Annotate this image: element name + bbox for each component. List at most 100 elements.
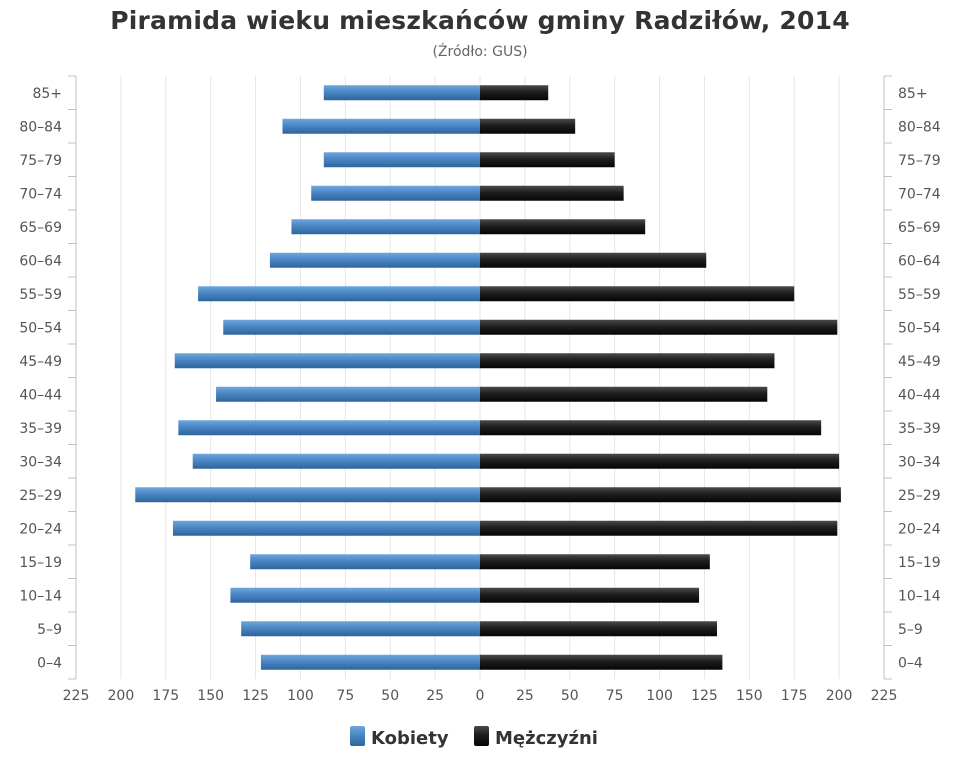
chart-title: Piramida wieku mieszkańców gminy Radziłó… (110, 6, 850, 35)
bar-mezczyzni (480, 621, 718, 637)
y-tick-label-left: 45–49 (19, 354, 62, 370)
y-tick-label-left: 30–34 (19, 454, 62, 470)
bar-mezczyzni (480, 152, 615, 168)
bar-mezczyzni (480, 118, 576, 134)
bar-mezczyzni (480, 587, 700, 603)
y-tick-label-left: 75–79 (19, 153, 62, 169)
x-tick-label: 25 (516, 688, 534, 704)
x-tick-label: 200 (826, 688, 853, 704)
y-tick-label-right: 30–34 (898, 454, 941, 470)
y-tick-label-right: 5–9 (898, 622, 923, 638)
bar-mezczyzni (480, 420, 822, 436)
y-tick-label-right: 40–44 (898, 387, 941, 403)
y-tick-label-left: 10–14 (19, 588, 62, 604)
x-tick-label: 125 (242, 688, 269, 704)
y-tick-label-left: 70–74 (19, 186, 62, 202)
bar-mezczyzni (480, 554, 710, 570)
bar-mezczyzni (480, 185, 624, 201)
y-tick-label-right: 75–79 (898, 153, 941, 169)
y-tick-label-left: 20–24 (19, 521, 62, 537)
bar-kobiety (198, 286, 480, 302)
y-tick-label-left: 85+ (32, 86, 62, 102)
bar-kobiety (269, 252, 480, 268)
x-tick-label: 125 (691, 688, 718, 704)
y-tick-label-left: 65–69 (19, 220, 62, 236)
x-tick-label: 0 (476, 688, 485, 704)
x-tick-label: 200 (108, 688, 135, 704)
y-tick-label-right: 45–49 (898, 354, 941, 370)
bar-kobiety (135, 487, 480, 503)
x-tick-label: 50 (561, 688, 579, 704)
y-tick-label-left: 40–44 (19, 387, 62, 403)
y-tick-label-right: 55–59 (898, 287, 941, 303)
y-tick-label-right: 20–24 (898, 521, 941, 537)
y-tick-label-left: 25–29 (19, 488, 62, 504)
bar-mezczyzni (480, 319, 838, 335)
legend-label: Kobiety (371, 728, 449, 749)
bar-kobiety (311, 185, 480, 201)
y-tick-label-left: 35–39 (19, 421, 62, 437)
y-tick-label-right: 15–19 (898, 555, 941, 571)
legend-label: Mężczyźni (495, 728, 598, 749)
bar-kobiety (323, 152, 480, 168)
bar-kobiety (192, 453, 480, 469)
bar-kobiety (216, 386, 480, 402)
y-tick-label-right: 80–84 (898, 119, 941, 135)
x-tick-label: 25 (426, 688, 444, 704)
axes (68, 75, 892, 680)
y-tick-label-right: 65–69 (898, 220, 941, 236)
bar-kobiety (223, 319, 481, 335)
y-tick-label-left: 55–59 (19, 287, 62, 303)
x-tick-label: 225 (871, 688, 898, 704)
y-tick-label-right: 35–39 (898, 421, 941, 437)
x-tick-label: 175 (152, 688, 179, 704)
x-tick-label: 150 (736, 688, 763, 704)
y-tick-label-right: 70–74 (898, 186, 941, 202)
grid-lines (120, 76, 840, 679)
legend[interactable]: Kobiety Mężczyźni (350, 726, 598, 749)
bar-kobiety (250, 554, 480, 570)
bar-kobiety (178, 420, 480, 436)
legend-swatch (474, 726, 489, 746)
y-tick-label-left: 5–9 (37, 622, 62, 638)
bar-mezczyzni (480, 654, 723, 670)
x-tick-label: 75 (606, 688, 624, 704)
bars (135, 85, 841, 670)
bar-mezczyzni (480, 252, 707, 268)
y-tick-label-left: 0–4 (37, 655, 62, 671)
bar-kobiety (291, 219, 480, 235)
y-tick-label-left: 80–84 (19, 119, 62, 135)
y-tick-label-right: 85+ (898, 86, 928, 102)
bar-mezczyzni (480, 520, 838, 536)
bar-mezczyzni (480, 386, 768, 402)
y-tick-label-right: 25–29 (898, 488, 941, 504)
bar-kobiety (260, 654, 480, 670)
x-tick-label: 150 (197, 688, 224, 704)
bar-mezczyzni (480, 453, 840, 469)
bar-mezczyzni (480, 85, 549, 101)
bar-mezczyzni (480, 487, 841, 503)
y-tick-label-right: 10–14 (898, 588, 941, 604)
y-tick-label-right: 50–54 (898, 320, 941, 336)
legend-kobiety[interactable]: Kobiety (350, 726, 449, 749)
x-tick-label: 100 (646, 688, 673, 704)
bar-mezczyzni (480, 353, 775, 369)
bar-kobiety (323, 85, 480, 101)
y-tick-label-left: 50–54 (19, 320, 62, 336)
bar-mezczyzni (480, 219, 646, 235)
bar-kobiety (230, 587, 480, 603)
x-tick-label: 225 (63, 688, 90, 704)
x-tick-label: 50 (381, 688, 399, 704)
bar-kobiety (282, 118, 480, 134)
y-tick-label-right: 60–64 (898, 253, 941, 269)
legend-mezczyzni[interactable]: Mężczyźni (474, 726, 598, 749)
bar-kobiety (174, 353, 480, 369)
chart-subtitle: (Źródło: GUS) (432, 44, 528, 60)
bar-kobiety (172, 520, 480, 536)
y-tick-label-left: 15–19 (19, 555, 62, 571)
bar-kobiety (241, 621, 480, 637)
x-tick-label: 100 (287, 688, 314, 704)
axis-labels: 225 200 175 150 125 100 75 50 25 0 25 50 75 100 125 150… (19, 86, 940, 704)
y-tick-label-left: 60–64 (19, 253, 62, 269)
